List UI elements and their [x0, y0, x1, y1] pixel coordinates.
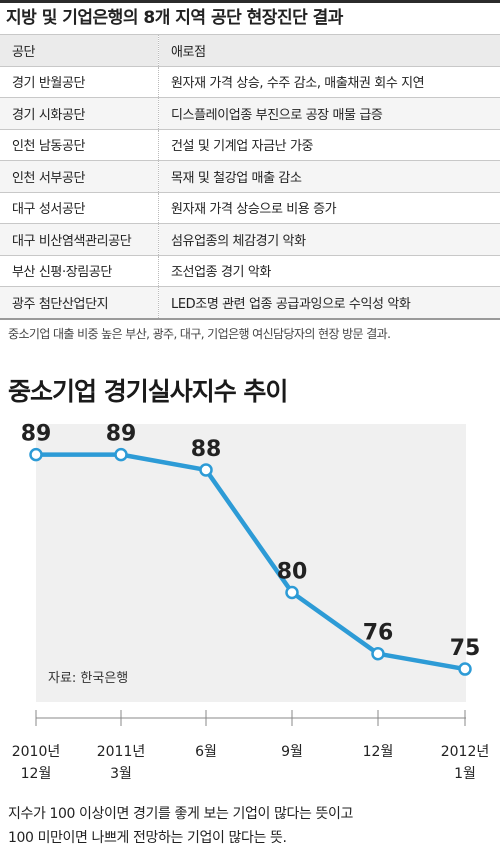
- source-label: 자료: 한국은행: [48, 670, 128, 686]
- data-point: [199, 463, 213, 477]
- issue-cell: 원자재 가격 상승으로 비용 증가: [158, 192, 500, 224]
- x-tick-label: 2012년: [441, 744, 490, 760]
- data-point: [114, 447, 128, 462]
- park-name-cell: 인천 남동공단: [0, 129, 159, 161]
- table-row: 인천 남동공단 건설 및 기계업 자금난 가중: [0, 129, 500, 161]
- x-tick-label: 12월: [21, 766, 52, 782]
- bsi-line-chart: 자료: 한국은행 89 2010년 12월 89 2011년 3월 88 6월 80 9월 76 12월…: [12, 422, 490, 782]
- issue-cell: 건설 및 기계업 자금난 가중: [158, 129, 500, 161]
- table-row: 경기 시화공단 디스플레이업종 부진으로 공장 매물 급증: [0, 97, 500, 130]
- data-label: 89: [21, 422, 52, 447]
- page-title: 지방 및 기업은행의 8개 지역 공단 현장진단 결과: [0, 0, 500, 34]
- table-row: 경기 반월공단 원자재 가격 상승, 수주 감소, 매출채권 회수 지연: [0, 66, 500, 98]
- x-tick-label: 9월: [281, 744, 303, 760]
- footer-line-2: 100 미만이면 나쁘게 전망하는 기업이 많다는 뜻.: [8, 830, 287, 846]
- footer-note: 지수가 100 이상이면 경기를 좋게 보는 기업이 많다는 뜻이고 100 미…: [8, 802, 353, 850]
- issue-cell: 원자재 가격 상승, 수주 감소, 매출채권 회수 지연: [158, 66, 500, 98]
- table-row: 인천 서부공단 목재 및 철강업 매출 감소: [0, 160, 500, 193]
- park-name-cell: 경기 반월공단: [0, 66, 159, 98]
- table-row: 광주 첨단산업단지 LED조명 관련 업종 공급과잉으로 수익성 악화: [0, 286, 500, 320]
- park-name-cell: 부산 신평·장림공단: [0, 255, 159, 287]
- x-tick-label: 3월: [110, 766, 132, 782]
- table-row: 대구 비산염색관리공단 섬유업종의 체감경기 악화: [0, 223, 500, 256]
- column-header-issue: 애로점: [158, 34, 500, 67]
- series-line: [36, 452, 466, 672]
- table-note: 중소기업 대출 비중 높은 부산, 광주, 대구, 기업은행 여신담당자의 현장…: [8, 327, 391, 341]
- park-name-cell: 인천 서부공단: [0, 160, 159, 193]
- data-point: [29, 447, 43, 462]
- x-tick-label: 1월: [454, 766, 476, 782]
- x-tick-label: 12월: [363, 744, 394, 760]
- data-label: 80: [277, 559, 308, 584]
- table-header-row: 공단 애로점: [0, 34, 500, 67]
- data-point: [371, 646, 385, 661]
- data-label: 75: [450, 636, 481, 661]
- chart-title: 중소기업 경기실사지수 추이: [8, 377, 288, 406]
- x-tick-label: 6월: [195, 744, 217, 760]
- park-name-cell: 광주 첨단산업단지: [0, 286, 159, 320]
- park-name-cell: 경기 시화공단: [0, 97, 159, 130]
- column-header-park: 공단: [0, 34, 159, 67]
- issue-cell: 조선업종 경기 악화: [158, 255, 500, 287]
- results-table: 공단 애로점 경기 반월공단 원자재 가격 상승, 수주 감소, 매출채권 회수 지연…: [0, 34, 500, 320]
- issue-cell: LED조명 관련 업종 공급과잉으로 수익성 악화: [158, 286, 500, 320]
- footer-line-1: 지수가 100 이상이면 경기를 좋게 보는 기업이 많다는 뜻이고: [8, 806, 353, 822]
- park-name-cell: 대구 성서공단: [0, 192, 159, 224]
- data-point: [458, 662, 472, 676]
- issue-cell: 목재 및 철강업 매출 감소: [158, 160, 500, 193]
- table-row: 대구 성서공단 원자재 가격 상승으로 비용 증가: [0, 192, 500, 224]
- data-point: [285, 585, 299, 600]
- table-row: 부산 신평·장림공단 조선업종 경기 악화: [0, 255, 500, 287]
- issue-cell: 섬유업종의 체감경기 악화: [158, 223, 500, 256]
- park-name-cell: 대구 비산염색관리공단: [0, 223, 159, 256]
- data-label: 89: [106, 422, 137, 447]
- x-tick-label: 2010년: [12, 744, 61, 760]
- issue-cell: 디스플레이업종 부진으로 공장 매물 급증: [158, 97, 500, 130]
- plot-area: [36, 424, 466, 702]
- data-label: 76: [363, 621, 394, 646]
- data-label: 88: [191, 437, 222, 462]
- x-tick-label: 2011년: [97, 744, 146, 760]
